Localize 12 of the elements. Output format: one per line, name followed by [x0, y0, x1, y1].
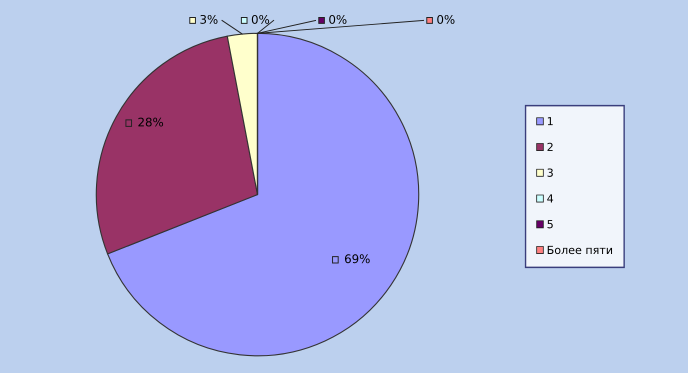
legend-label: 4 [547, 194, 554, 202]
legend-label: 2 [547, 142, 553, 151]
text: 0% [252, 14, 270, 24]
data-label: 3% [200, 14, 218, 24]
text: 0% [437, 14, 455, 24]
legend-label: 1 [548, 117, 553, 126]
data-label: 28% [138, 118, 164, 127]
legend-label: 5 [548, 220, 553, 228]
text: 0% [329, 14, 347, 24]
data-label: 69% [344, 254, 370, 264]
legend-label: 3 [548, 168, 553, 177]
legend-label: Более пяти [548, 246, 612, 254]
